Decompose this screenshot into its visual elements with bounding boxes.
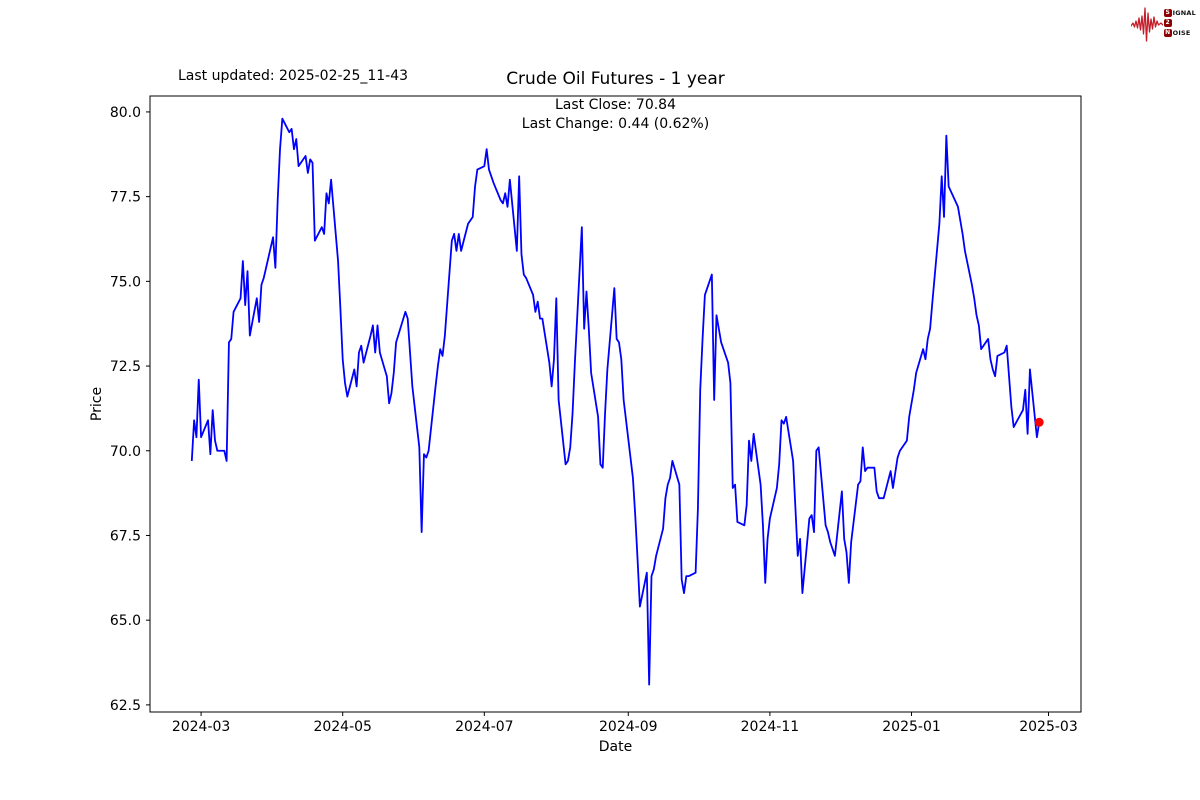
y-tick-label: 75.0	[110, 274, 141, 290]
logo-badge-2: 2	[1163, 19, 1172, 27]
x-axis-label: Date	[598, 739, 633, 755]
logo-badge-n: N	[1163, 29, 1172, 37]
y-tick-label: 72.5	[110, 359, 141, 375]
x-axis-ticks: 2024-03 2024-05 2024-07 2024-09 2024-11 2025-…	[172, 712, 1078, 735]
x-tick-label: 2025-01	[882, 719, 941, 735]
waveform-icon	[1130, 7, 1163, 42]
logo-text: S IGNAL 2 N OISE	[1163, 8, 1196, 37]
y-tick-label: 80.0	[110, 105, 141, 121]
price-line	[190, 117, 1041, 686]
y-tick-label: 77.5	[110, 190, 141, 206]
y-tick-label: 70.0	[110, 444, 141, 460]
logo-row-noise: N OISE	[1163, 28, 1196, 37]
x-tick-label: 2024-03	[172, 719, 231, 735]
logo-row-signal: S IGNAL	[1163, 8, 1196, 17]
last-close-marker	[1034, 417, 1044, 427]
x-tick-label: 2024-09	[599, 719, 658, 735]
x-tick-label: 2024-07	[455, 719, 514, 735]
price-line-series	[190, 117, 1041, 686]
last-updated-annotation: Last updated: 2025-02-25_11-43	[178, 68, 409, 84]
y-axis-ticks: 80.0 77.5 75.0 72.5 70.0 67.5 65.0 62.5	[110, 105, 150, 714]
logo-row-2: 2	[1163, 19, 1196, 27]
logo-badge-s: S	[1163, 9, 1172, 17]
y-tick-label: 67.5	[110, 528, 141, 544]
signal2noise-logo: S IGNAL 2 N OISE	[1130, 4, 1196, 42]
last-close-dot	[1034, 417, 1044, 427]
logo-rest-oise: OISE	[1172, 28, 1191, 37]
last-close-subtitle: Last Close: 70.84	[555, 97, 676, 113]
axes-frame	[149, 95, 1082, 713]
y-tick-label: 65.0	[110, 613, 141, 629]
chart-title: Crude Oil Futures - 1 year	[506, 69, 725, 89]
x-tick-label: 2024-11	[741, 719, 800, 735]
logo-rest-ignal: IGNAL	[1172, 8, 1196, 17]
y-tick-label: 62.5	[110, 698, 141, 714]
x-tick-label: 2024-05	[313, 719, 372, 735]
last-change-subtitle: Last Change: 0.44 (0.62%)	[521, 116, 710, 132]
x-tick-label: 2025-03	[1019, 719, 1078, 735]
y-axis-label: Price	[89, 386, 105, 422]
plot-frame	[149, 95, 1082, 713]
